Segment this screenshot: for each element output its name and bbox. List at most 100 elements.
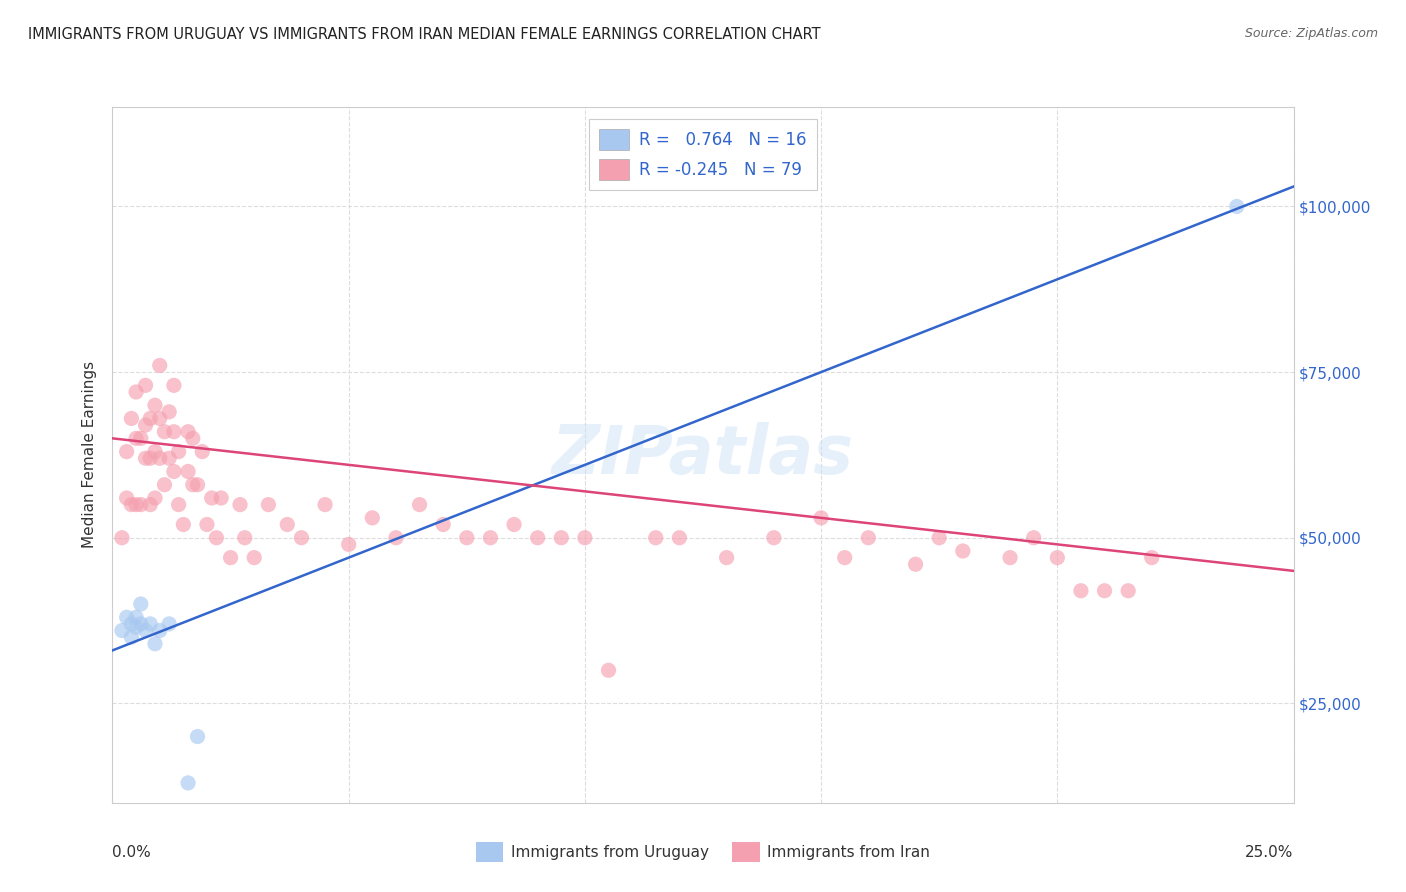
Point xyxy=(120,630,142,644)
Point xyxy=(229,498,252,512)
Point xyxy=(149,624,172,638)
Point xyxy=(139,411,162,425)
Point xyxy=(143,398,166,412)
Point xyxy=(163,465,186,479)
Point xyxy=(153,477,176,491)
Text: ZIPatlas: ZIPatlas xyxy=(553,422,853,488)
Point xyxy=(432,517,454,532)
Point xyxy=(276,517,298,532)
Point xyxy=(1022,531,1045,545)
Point xyxy=(115,491,138,505)
Point xyxy=(177,776,200,790)
Point xyxy=(858,531,880,545)
Point xyxy=(167,498,190,512)
Point xyxy=(129,498,152,512)
Point xyxy=(120,498,142,512)
Point xyxy=(195,517,218,532)
Point xyxy=(149,451,172,466)
Point xyxy=(1140,550,1163,565)
Point xyxy=(135,418,157,433)
Point xyxy=(361,511,384,525)
Point xyxy=(177,465,200,479)
Point xyxy=(834,550,856,565)
Point xyxy=(526,531,548,545)
Point xyxy=(115,444,138,458)
Point xyxy=(290,531,312,545)
Point xyxy=(257,498,280,512)
Point xyxy=(219,550,242,565)
Point xyxy=(129,431,152,445)
Point xyxy=(125,498,148,512)
Point xyxy=(167,444,190,458)
Point xyxy=(186,730,208,744)
Point xyxy=(177,425,200,439)
Point xyxy=(139,616,162,631)
Point xyxy=(1046,550,1069,565)
Point xyxy=(233,531,256,545)
Point xyxy=(1070,583,1092,598)
Point xyxy=(120,411,142,425)
Point xyxy=(143,637,166,651)
Point xyxy=(143,444,166,458)
Point xyxy=(998,550,1021,565)
Point xyxy=(314,498,336,512)
Point xyxy=(120,616,142,631)
Point xyxy=(598,663,620,677)
Point xyxy=(111,624,134,638)
Point xyxy=(135,451,157,466)
Point xyxy=(149,411,172,425)
Point xyxy=(337,537,360,551)
Point xyxy=(111,531,134,545)
Text: 25.0%: 25.0% xyxy=(1246,845,1294,860)
Point xyxy=(125,384,148,399)
Point xyxy=(928,531,950,545)
Point xyxy=(762,531,785,545)
Point xyxy=(810,511,832,525)
Point xyxy=(125,620,148,634)
Point xyxy=(181,431,204,445)
Point xyxy=(668,531,690,545)
Point xyxy=(172,517,194,532)
Point xyxy=(129,616,152,631)
Point xyxy=(456,531,478,545)
Point xyxy=(904,558,927,572)
Point xyxy=(1094,583,1116,598)
Text: 0.0%: 0.0% xyxy=(112,845,152,860)
Point xyxy=(157,451,180,466)
Point xyxy=(135,378,157,392)
Point xyxy=(1116,583,1139,598)
Point xyxy=(503,517,526,532)
Point xyxy=(479,531,502,545)
Point xyxy=(139,498,162,512)
Point xyxy=(385,531,408,545)
Point xyxy=(149,359,172,373)
Text: Source: ZipAtlas.com: Source: ZipAtlas.com xyxy=(1244,27,1378,40)
Y-axis label: Median Female Earnings: Median Female Earnings xyxy=(82,361,97,549)
Point xyxy=(157,616,180,631)
Point xyxy=(157,405,180,419)
Point xyxy=(125,431,148,445)
Point xyxy=(550,531,572,545)
Point xyxy=(163,425,186,439)
Point xyxy=(153,425,176,439)
Legend: Immigrants from Uruguay, Immigrants from Iran: Immigrants from Uruguay, Immigrants from… xyxy=(470,837,936,868)
Point xyxy=(209,491,232,505)
Point xyxy=(408,498,430,512)
Point xyxy=(1226,199,1249,213)
Point xyxy=(716,550,738,565)
Point xyxy=(574,531,596,545)
Point xyxy=(163,378,186,392)
Point xyxy=(644,531,666,545)
Point xyxy=(186,477,208,491)
Point xyxy=(181,477,204,491)
Point xyxy=(125,610,148,624)
Point xyxy=(205,531,228,545)
Point xyxy=(115,610,138,624)
Point xyxy=(139,451,162,466)
Point xyxy=(143,491,166,505)
Point xyxy=(129,597,152,611)
Point xyxy=(191,444,214,458)
Text: IMMIGRANTS FROM URUGUAY VS IMMIGRANTS FROM IRAN MEDIAN FEMALE EARNINGS CORRELATI: IMMIGRANTS FROM URUGUAY VS IMMIGRANTS FR… xyxy=(28,27,821,42)
Point xyxy=(243,550,266,565)
Point xyxy=(201,491,224,505)
